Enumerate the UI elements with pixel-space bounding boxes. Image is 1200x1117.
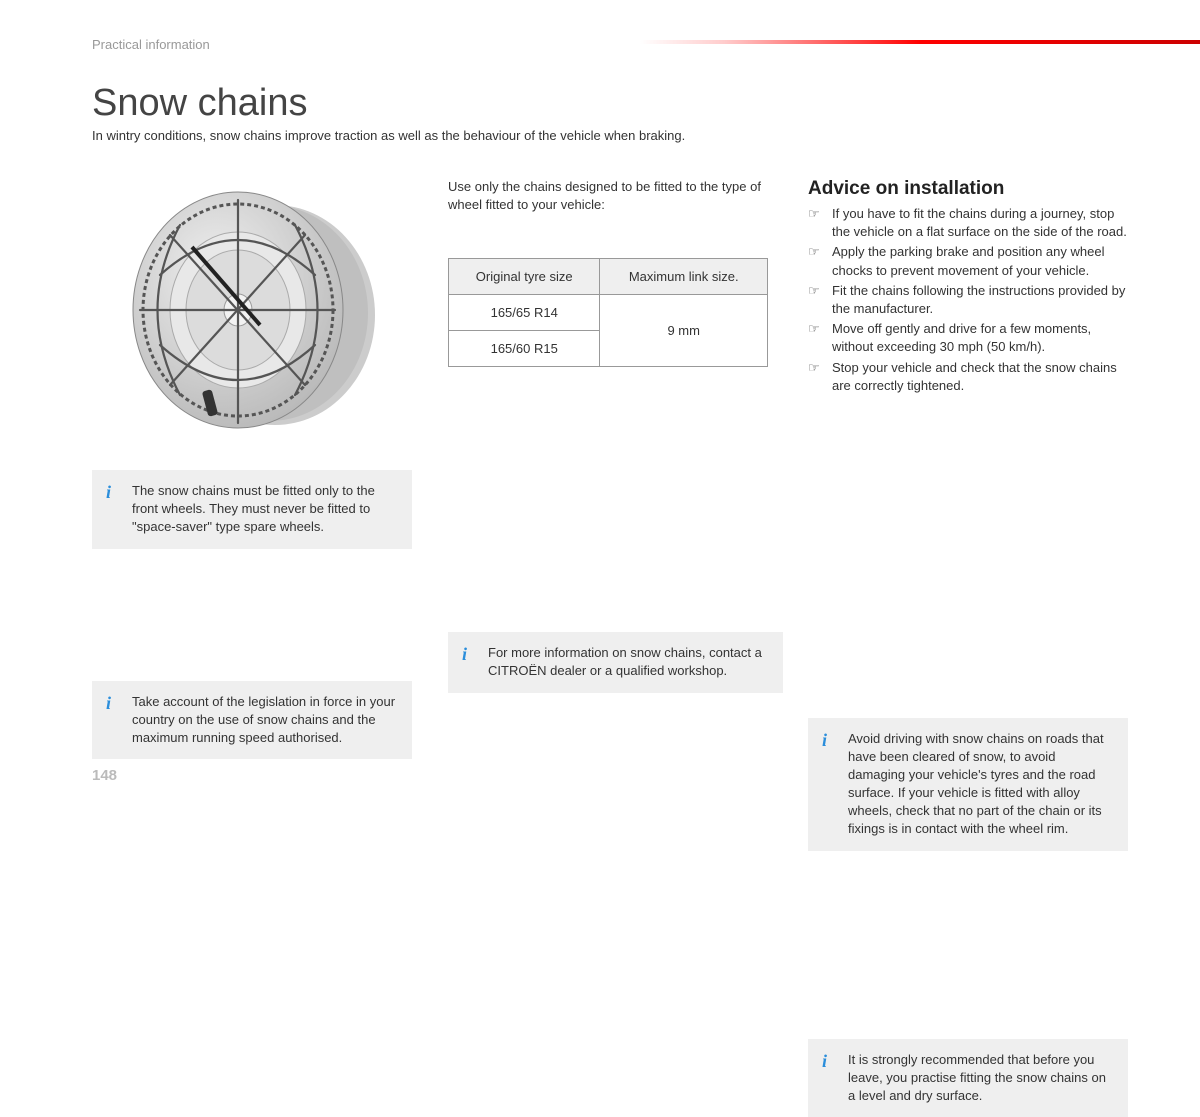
table-header-size: Original tyre size	[449, 259, 600, 295]
advice-list: ☞ If you have to fit the chains during a…	[808, 205, 1128, 397]
info-box-practise: i It is strongly recommended that before…	[808, 1039, 1128, 1117]
intro-text: In wintry conditions, snow chains improv…	[92, 128, 685, 143]
page-title: Snow chains	[92, 82, 307, 125]
table-cell-size: 165/60 R15	[449, 331, 600, 367]
advice-text: Move off gently and drive for a few mome…	[832, 320, 1128, 356]
hand-icon: ☞	[808, 243, 832, 279]
info-icon: i	[822, 728, 827, 753]
hand-icon: ☞	[808, 282, 832, 318]
chains-design-text: Use only the chains designed to be fitte…	[448, 178, 783, 214]
info-icon: i	[106, 480, 111, 505]
table-row: 165/65 R14 9 mm	[449, 295, 768, 331]
info-box-text: Take account of the legislation in force…	[132, 694, 395, 745]
info-box-avoid-cleared: i Avoid driving with snow chains on road…	[808, 718, 1128, 851]
advice-item: ☞ Move off gently and drive for a few mo…	[808, 320, 1128, 356]
info-box-text: It is strongly recommended that before y…	[848, 1052, 1106, 1103]
page-number: 148	[92, 767, 117, 784]
table-cell-size: 165/65 R14	[449, 295, 600, 331]
info-box-text: Avoid driving with snow chains on roads …	[848, 731, 1104, 837]
info-icon: i	[462, 642, 467, 667]
advice-item: ☞ Stop your vehicle and check that the s…	[808, 359, 1128, 395]
info-box-dealer: i For more information on snow chains, c…	[448, 632, 783, 692]
table-cell-link: 9 mm	[600, 295, 768, 367]
hand-icon: ☞	[808, 359, 832, 395]
hand-icon: ☞	[808, 320, 832, 356]
info-box-legislation: i Take account of the legislation in for…	[92, 681, 412, 760]
advice-text: If you have to fit the chains during a j…	[832, 205, 1128, 241]
advice-heading: Advice on installation	[808, 178, 1128, 200]
info-box-text: The snow chains must be fitted only to t…	[132, 483, 375, 534]
table-header-row: Original tyre size Maximum link size.	[449, 259, 768, 295]
info-icon: i	[822, 1049, 827, 1074]
table-header-link: Maximum link size.	[600, 259, 768, 295]
advice-text: Stop your vehicle and check that the sno…	[832, 359, 1128, 395]
snow-chain-tire-illustration	[120, 175, 380, 435]
advice-text: Fit the chains following the instruction…	[832, 282, 1128, 318]
advice-item: ☞ Fit the chains following the instructi…	[808, 282, 1128, 318]
tyre-size-table: Original tyre size Maximum link size. 16…	[448, 258, 768, 367]
advice-text: Apply the parking brake and position any…	[832, 243, 1128, 279]
info-box-text: For more information on snow chains, con…	[488, 645, 762, 678]
info-icon: i	[106, 691, 111, 716]
header-gradient-bar	[640, 40, 1200, 44]
advice-item: ☞ If you have to fit the chains during a…	[808, 205, 1128, 241]
advice-item: ☞ Apply the parking brake and position a…	[808, 243, 1128, 279]
hand-icon: ☞	[808, 205, 832, 241]
info-box-front-wheels: i The snow chains must be fitted only to…	[92, 470, 412, 549]
section-label: Practical information	[92, 37, 210, 52]
